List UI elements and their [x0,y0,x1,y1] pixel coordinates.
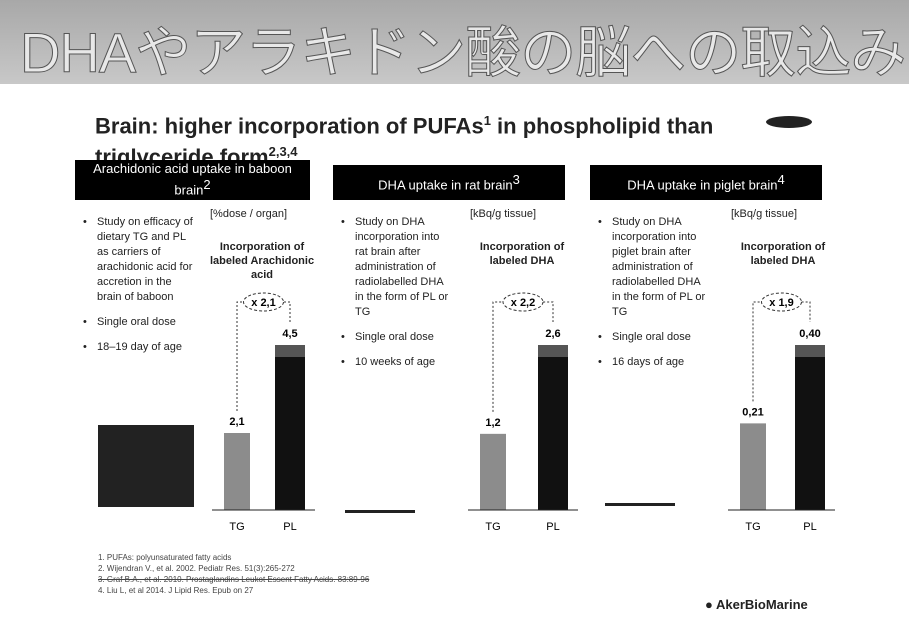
ratio-label: x 2,2 [511,297,535,309]
value-label: 4,5 [282,328,297,340]
slide: DHAやアラキドン酸の脳への取込み Brain: higher incorpor… [0,0,909,625]
category-label: PL [803,521,816,533]
animal-image [345,432,415,513]
animal-image [98,425,194,507]
unit-label: [kBq/g tissue] [470,208,536,220]
category-label: TG [745,521,760,533]
bar-top-shade [275,345,305,357]
bullet: 16 days of age [598,355,710,370]
bullet: Study on DHA incorporation into piglet b… [598,215,710,320]
bullet: 10 weeks of age [341,355,453,370]
value-label: 0,40 [799,328,820,340]
panel-heading: Arachidonic acid uptake in baboon brain2 [75,160,310,200]
bar [538,345,568,510]
heading-sup: 2 [203,177,210,192]
bar [224,433,250,510]
bar [740,423,766,510]
bullet-list: Study on efficacy of dietary TG and PL a… [83,215,195,365]
ratio-label: x 1,9 [769,297,793,309]
category-label: TG [485,521,500,533]
bar [275,345,305,510]
bullet-list: Study on DHA incorporation into piglet b… [598,215,710,380]
chart-title: Incorporation of labeled DHA [467,240,577,268]
bullet: Study on DHA incorporation into rat brai… [341,215,453,320]
footnote: 1. PUFAs: polyunsaturated fatty acids [98,552,369,563]
unit-label: [%dose / organ] [210,208,287,220]
footnote: 4. Liu L, et al 2014. J Lipid Res. Epub … [98,585,369,596]
category-label: PL [546,521,559,533]
bullet: 18–19 day of age [83,340,195,355]
footnote: 2. Wijendran V., et al. 2002. Pediatr Re… [98,563,369,574]
heading-sup: 3 [513,172,520,187]
bullet: Study on efficacy of dietary TG and PL a… [83,215,195,305]
category-label: PL [283,521,296,533]
unit-label: [kBq/g tissue] [731,208,797,220]
bar-top-shade [538,345,568,357]
footnote: 3. Graf B.A., et al. 2010. Prostaglandin… [98,574,369,585]
panel-heading: DHA uptake in rat brain3 [333,165,565,200]
logo-text: AkerBioMarine [716,597,808,612]
value-label: 1,2 [485,417,500,429]
value-label: 2,6 [545,328,560,340]
chart-title: Incorporation of labeled DHA [728,240,838,268]
ratio-label: x 2,1 [251,297,275,309]
panel-heading: DHA uptake in piglet brain4 [590,165,822,200]
bullet: Single oral dose [598,330,710,345]
panel-heading-text: DHA uptake in rat brain3 [378,172,520,193]
bullet: Single oral dose [341,330,453,345]
logo: ● AkerBioMarine [705,597,808,612]
panel-heading-text: Arachidonic acid uptake in baboon brain2 [75,161,310,198]
bar [480,434,506,510]
animal-image [605,438,675,506]
bullet: Single oral dose [83,315,195,330]
chart-title: Incorporation of labeled Arachidonic aci… [207,240,317,282]
bar-top-shade [795,345,825,357]
bar [795,345,825,510]
category-label: TG [229,521,244,533]
panel-heading-text: DHA uptake in piglet brain4 [627,172,785,193]
bullet-list: Study on DHA incorporation into rat brai… [341,215,453,380]
value-label: 0,21 [742,406,763,418]
value-label: 2,1 [229,416,244,428]
heading-sup: 4 [778,172,785,187]
